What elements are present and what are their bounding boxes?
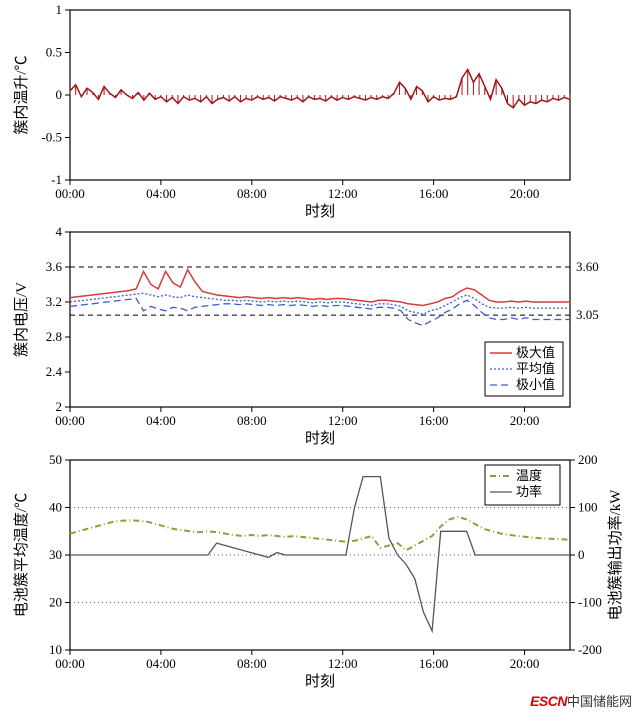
watermark-cn: 中国储能网 [567,694,632,709]
svg-text:20:00: 20:00 [510,413,540,428]
svg-text:08:00: 08:00 [237,413,267,428]
svg-text:04:00: 04:00 [146,413,176,428]
svg-text:-1: -1 [51,172,62,187]
svg-text:16:00: 16:00 [419,186,449,201]
svg-text:3.60: 3.60 [576,259,599,274]
svg-text:平均值: 平均值 [516,361,555,376]
chart2-voltage: 00:00 04:00 08:00 12:00 16:00 20:00 时刻 2 2.4 2.8 3… [12,224,599,447]
svg-text:16:00: 16:00 [419,656,449,671]
svg-text:40: 40 [49,500,62,515]
svg-text:4: 4 [56,224,63,239]
charts-figure: 00:0004:0008:0012:0016:0020:00时刻-1-0.500… [0,0,640,714]
svg-text:20: 20 [49,595,62,610]
chart3-legend: 温度功率 [485,465,560,505]
svg-text:3.6: 3.6 [46,259,63,274]
svg-text:04:00: 04:00 [146,186,176,201]
svg-text:3.05: 3.05 [576,307,599,322]
svg-text:04:00: 04:00 [146,656,176,671]
svg-text:12:00: 12:00 [328,413,358,428]
svg-text:3.2: 3.2 [46,294,62,309]
svg-text:20:00: 20:00 [510,186,540,201]
svg-text:电池簇平均温度/℃: 电池簇平均温度/℃ [12,493,30,617]
svg-text:12:00: 12:00 [328,656,358,671]
chart2-legend: 极大值平均值极小值 [485,342,563,396]
svg-text:时刻: 时刻 [305,673,335,690]
svg-text:时刻: 时刻 [305,430,335,447]
svg-text:1: 1 [56,2,63,17]
svg-text:08:00: 08:00 [237,186,267,201]
chart1-temp-rise: 00:00 04:00 08:00 12:00 16:00 20:00 时刻 -1 -0.5 0 0… [12,2,570,220]
watermark: ESCN中国储能网 [530,691,632,710]
svg-text:12:00: 12:00 [328,186,358,201]
svg-text:2: 2 [56,399,63,414]
svg-text:16:00: 16:00 [419,413,449,428]
svg-text:2.8: 2.8 [46,329,62,344]
svg-text:簇内温升/℃: 簇内温升/℃ [12,55,30,134]
svg-text:功率: 功率 [516,484,542,499]
svg-text:200: 200 [578,452,598,467]
svg-text:温度: 温度 [516,468,542,483]
svg-text:50: 50 [49,452,62,467]
svg-text:极小值: 极小值 [516,377,555,392]
watermark-escn: ESCN [530,693,567,709]
svg-text:0: 0 [578,547,585,562]
svg-text:00:00: 00:00 [55,186,85,201]
svg-text:极大值: 极大值 [516,345,555,360]
svg-text:100: 100 [578,500,598,515]
svg-text:2.4: 2.4 [46,364,63,379]
svg-text:时刻: 时刻 [305,203,335,220]
svg-text:电池簇输出功率/kW: 电池簇输出功率/kW [606,489,624,621]
svg-text:-200: -200 [578,642,602,657]
chart3-temp-power: 00:00 04:00 08:00 12:00 16:00 20:00 时刻 10 20 30 40… [12,452,624,690]
svg-text:00:00: 00:00 [55,413,85,428]
svg-text:00:00: 00:00 [55,656,85,671]
svg-text:20:00: 20:00 [510,656,540,671]
svg-text:簇内电压/V: 簇内电压/V [12,282,30,357]
svg-text:08:00: 08:00 [237,656,267,671]
svg-text:0: 0 [56,87,63,102]
svg-text:0.5: 0.5 [46,45,62,60]
svg-text:-0.5: -0.5 [41,130,62,145]
svg-text:30: 30 [49,547,62,562]
svg-text:-100: -100 [578,595,602,610]
svg-text:10: 10 [49,642,62,657]
